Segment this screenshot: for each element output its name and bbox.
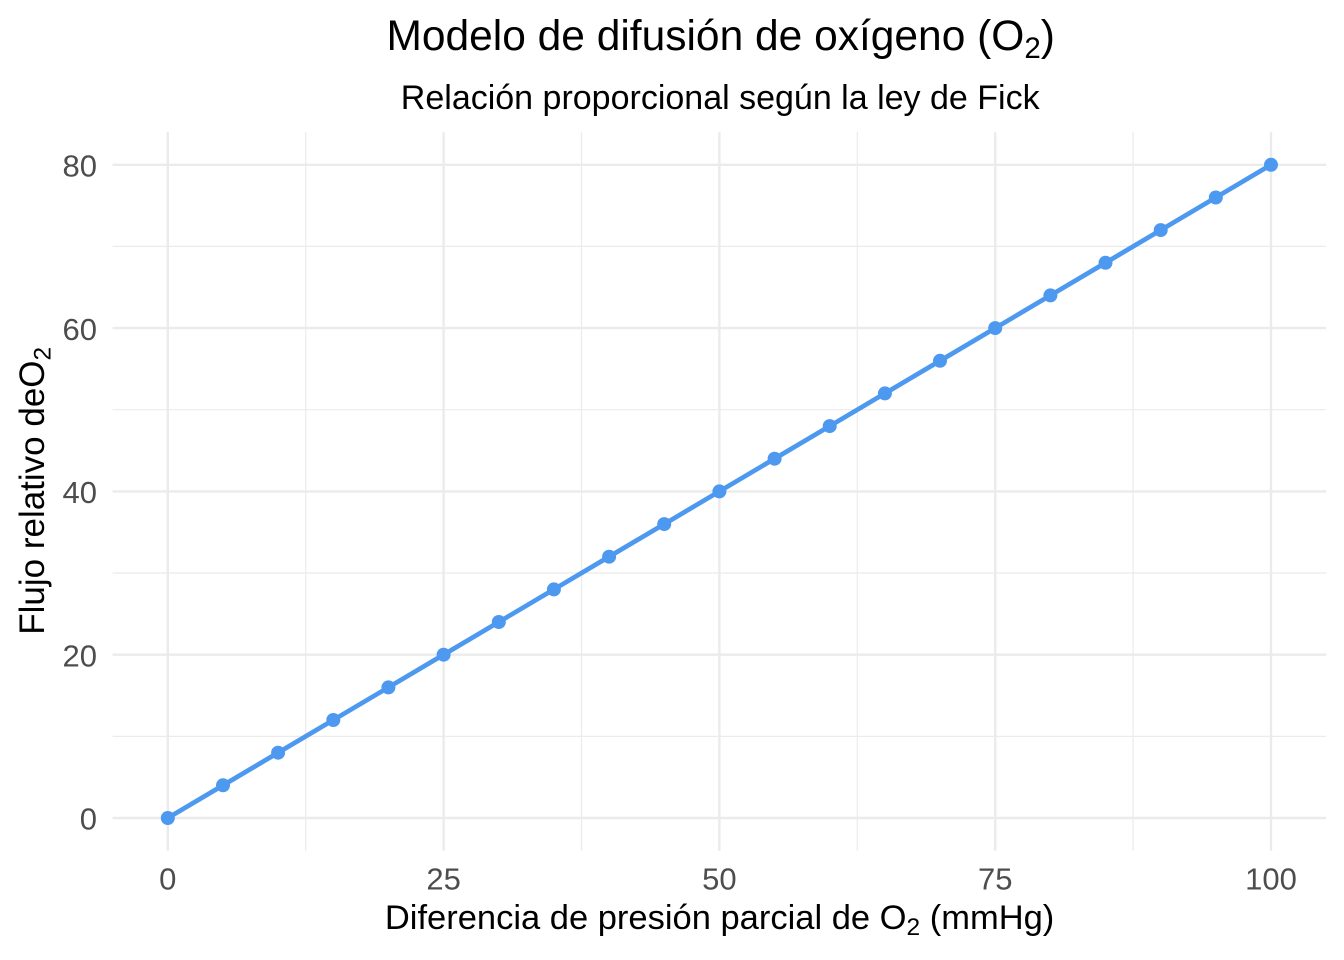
svg-text:0: 0	[80, 802, 97, 837]
svg-text:Flujo relativo deO2: Flujo relativo deO2	[13, 347, 57, 635]
svg-text:60: 60	[63, 312, 97, 347]
svg-text:20: 20	[63, 638, 97, 673]
svg-text:40: 40	[63, 475, 97, 510]
svg-text:75: 75	[978, 862, 1012, 897]
svg-text:0: 0	[159, 862, 176, 897]
svg-text:Diferencia de presión parcial: Diferencia de presión parcial de O2 (mmH…	[385, 899, 1054, 941]
svg-text:80: 80	[63, 149, 97, 184]
svg-text:50: 50	[702, 862, 736, 897]
svg-text:100: 100	[1245, 862, 1297, 897]
svg-text:Modelo de difusión de oxígeno: Modelo de difusión de oxígeno (O2)	[386, 13, 1054, 65]
svg-text:25: 25	[426, 862, 460, 897]
svg-text:Relación proporcional según la: Relación proporcional según la ley de Fi…	[401, 79, 1041, 117]
